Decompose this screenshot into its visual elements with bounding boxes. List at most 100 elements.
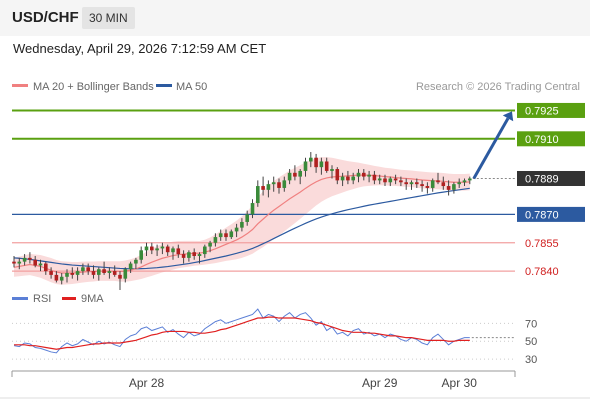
rsi-tick-label: 50 [525, 336, 537, 348]
candle-body [293, 172, 297, 177]
candle-body [118, 274, 122, 279]
projection-arrow-head [502, 111, 514, 122]
candle-body [309, 157, 313, 162]
candle-body [139, 250, 143, 260]
candle-body [319, 161, 324, 168]
candle-body [377, 178, 382, 181]
candle-body [324, 161, 329, 171]
projection-arrow-shaft [472, 117, 510, 180]
ma50-legend-label: MA 50 [176, 81, 207, 93]
credit-text: Research © 2026 Trading Central [416, 81, 580, 93]
candle-body [425, 186, 430, 188]
candle-body [144, 246, 149, 251]
candle-body [86, 267, 90, 272]
moving-averages [13, 174, 470, 274]
candle-body [192, 252, 196, 256]
rsi-ma-legend-swatch [62, 297, 76, 300]
candle-body [38, 263, 43, 266]
candle-body [234, 227, 239, 232]
projection-arrow [472, 111, 514, 180]
candle-body [160, 246, 165, 249]
candle-body [197, 254, 202, 256]
candle-body [28, 257, 32, 260]
pivot-level-badge [517, 206, 585, 222]
candle-body [314, 157, 318, 168]
candle-body [462, 180, 467, 183]
candle-body [409, 182, 414, 185]
candle-body [155, 248, 159, 251]
candle-body [393, 178, 398, 181]
target-level-badge [517, 131, 585, 147]
candle-body [44, 263, 48, 272]
x-axis-label: Apr 30 [442, 376, 478, 390]
candle-body [351, 176, 355, 181]
candle-body [22, 257, 27, 262]
candle-body [102, 269, 106, 273]
candle-body [112, 271, 117, 275]
candle-body [250, 203, 255, 215]
candle-body [240, 221, 244, 228]
candle-body [303, 161, 308, 171]
rsi-ma-legend-label: 9MA [81, 293, 104, 305]
candle-body [81, 267, 85, 272]
pivot-level-label: 0.7870 [525, 209, 559, 221]
candle-body [261, 186, 265, 190]
candle-body [457, 182, 461, 185]
candle-body [181, 254, 186, 258]
support-level-label: 0.7855 [525, 238, 559, 250]
x-axis-label: Apr 29 [362, 376, 398, 390]
candle-body [218, 233, 223, 238]
candle-body [176, 248, 181, 255]
candle-body [256, 186, 260, 204]
ma50-line [13, 187, 470, 270]
target-level-label: 0.7910 [525, 134, 559, 146]
candle-body [91, 271, 96, 275]
candle-body [383, 178, 387, 183]
candle-body [229, 231, 234, 238]
price-levels: 0.7925 0.7910 0.7889 0.7870 0.7855 0.7840 [12, 102, 585, 278]
ma50-legend-swatch [156, 84, 172, 87]
candle-body [128, 263, 133, 270]
ma20-legend-swatch [12, 84, 28, 87]
candle-body [12, 261, 16, 264]
candle-body [298, 170, 302, 177]
candle-body [282, 180, 287, 188]
candle-body [404, 182, 408, 185]
candle-body [340, 176, 345, 181]
candle-body [33, 259, 37, 266]
candle-body [287, 172, 292, 181]
chart-datetime: Wednesday, April 29, 2026 7:12:59 AM CET [13, 41, 267, 56]
candle-body [335, 169, 340, 181]
candle-body [388, 178, 393, 183]
candle-body [203, 246, 207, 255]
rsi-tick-label: 70 [525, 318, 537, 330]
candle-body [271, 182, 276, 185]
rsi-ma-line [14, 316, 470, 350]
candle-body [107, 271, 112, 273]
candle-body [65, 272, 69, 277]
candle-body [277, 182, 281, 188]
candle-body [70, 272, 75, 275]
x-axis-label: Apr 28 [129, 376, 165, 390]
candle-body [415, 182, 419, 185]
support-level-label: 0.7840 [525, 266, 559, 278]
candle-body [452, 184, 456, 190]
last-price-label: 0.7889 [525, 173, 559, 185]
candle-body [224, 233, 228, 238]
candle-body [362, 172, 366, 177]
candle-body [399, 180, 403, 183]
candle-body [187, 252, 191, 258]
candle-body [208, 242, 212, 247]
header-bar: USD/CHF 30 MIN [0, 0, 590, 36]
candle-body [54, 274, 59, 281]
rsi-tick-label: 30 [525, 354, 537, 366]
timeframe-button[interactable]: 30 MIN [82, 7, 135, 29]
candle-body [356, 172, 361, 177]
candle-body [420, 184, 424, 187]
candle-body [49, 271, 53, 275]
candles [12, 152, 472, 290]
ma20-legend-label: MA 20 + Bollinger Bands [33, 81, 154, 93]
candle-body [59, 276, 64, 281]
last-price-badge [517, 170, 585, 186]
